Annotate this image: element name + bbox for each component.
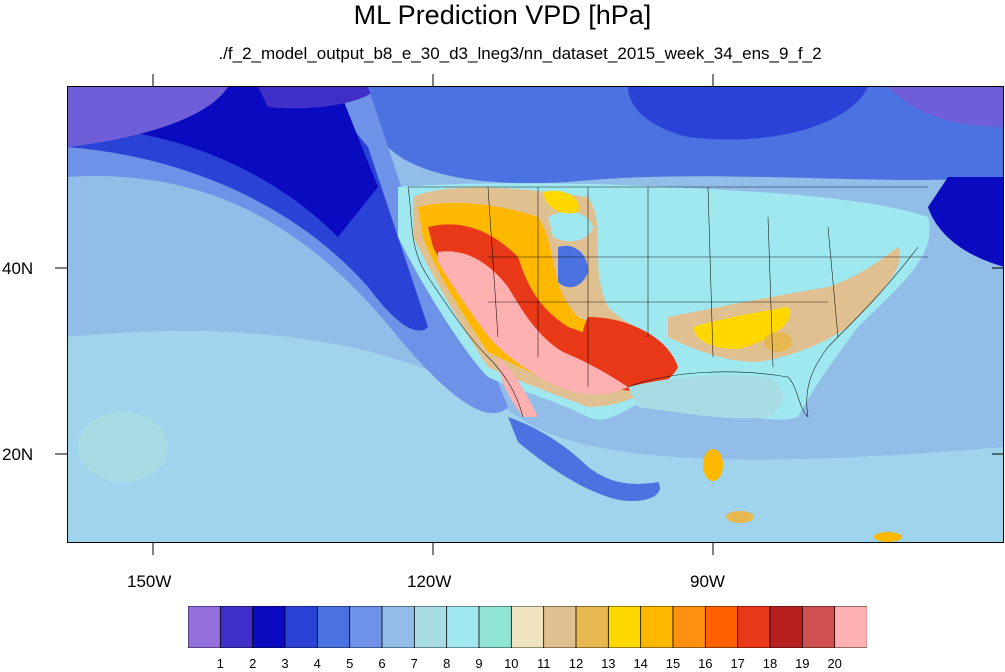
colorbar-swatch: [381, 606, 416, 648]
colorbar-label: 6: [378, 656, 386, 671]
colorbar-swatch: [219, 606, 254, 648]
colorbar-swatch: [607, 606, 642, 648]
colorbar-label: 18: [762, 656, 778, 671]
colorbar-swatch: [704, 606, 739, 648]
colorbar-swatch: [575, 606, 610, 648]
colorbar-swatch: [349, 606, 383, 648]
colorbar-label: 15: [665, 656, 681, 671]
lat-tick-label: 40N: [2, 259, 34, 278]
chart-subtitle: ./f_2_model_output_b8_e_30_d3_lneg3/nn_d…: [218, 44, 822, 63]
colorbar-swatch: [672, 606, 707, 648]
colorbar-swatch: [543, 606, 577, 648]
vpd-map: [67, 86, 1004, 543]
map-canvas: [68, 87, 1003, 542]
colorbar-label: 16: [698, 656, 713, 671]
colorbar-label: 3: [281, 656, 289, 671]
colorbar-swatch: [737, 606, 771, 648]
colorbar-label: 1: [216, 656, 224, 671]
colorbar-swatch: [413, 606, 448, 648]
colorbar-label: 8: [443, 656, 451, 671]
lon-tick-label: 150W: [127, 572, 172, 591]
colorbar-label: 10: [504, 656, 519, 671]
colorbar-swatch: [284, 606, 319, 648]
colorbar-swatch: [478, 606, 513, 648]
colorbar-label: 4: [313, 656, 321, 671]
colorbar-swatch: [252, 606, 286, 648]
colorbar-swatches: [188, 606, 867, 648]
chart-title: ML Prediction VPD [hPa]: [353, 0, 652, 30]
lat-tick-label: 20N: [2, 445, 34, 464]
colorbar-label: 11: [536, 656, 551, 671]
colorbar-swatch: [510, 606, 545, 648]
colorbar-swatch: [801, 606, 836, 648]
colorbar-label: 19: [795, 656, 810, 671]
colorbar-label: 12: [568, 656, 584, 671]
colorbar-label: 20: [827, 656, 842, 671]
colorbar-swatch: [188, 606, 222, 648]
colorbar-label: 5: [346, 656, 354, 671]
lon-tick-label: 120W: [407, 572, 452, 591]
colorbar-label: 7: [410, 656, 418, 671]
colorbar-swatch: [446, 606, 480, 648]
colorbar-label: 14: [633, 656, 648, 671]
colorbar-swatch: [834, 606, 867, 648]
lon-tick-label: 90W: [690, 572, 725, 591]
colorbar: [188, 606, 867, 648]
colorbar-label: 2: [249, 656, 257, 671]
colorbar-swatch: [640, 606, 674, 648]
colorbar-swatch: [316, 606, 351, 648]
colorbar-label: 13: [601, 656, 616, 671]
colorbar-label: 9: [475, 656, 483, 671]
colorbar-swatch: [769, 606, 804, 648]
colorbar-label: 17: [730, 656, 745, 671]
